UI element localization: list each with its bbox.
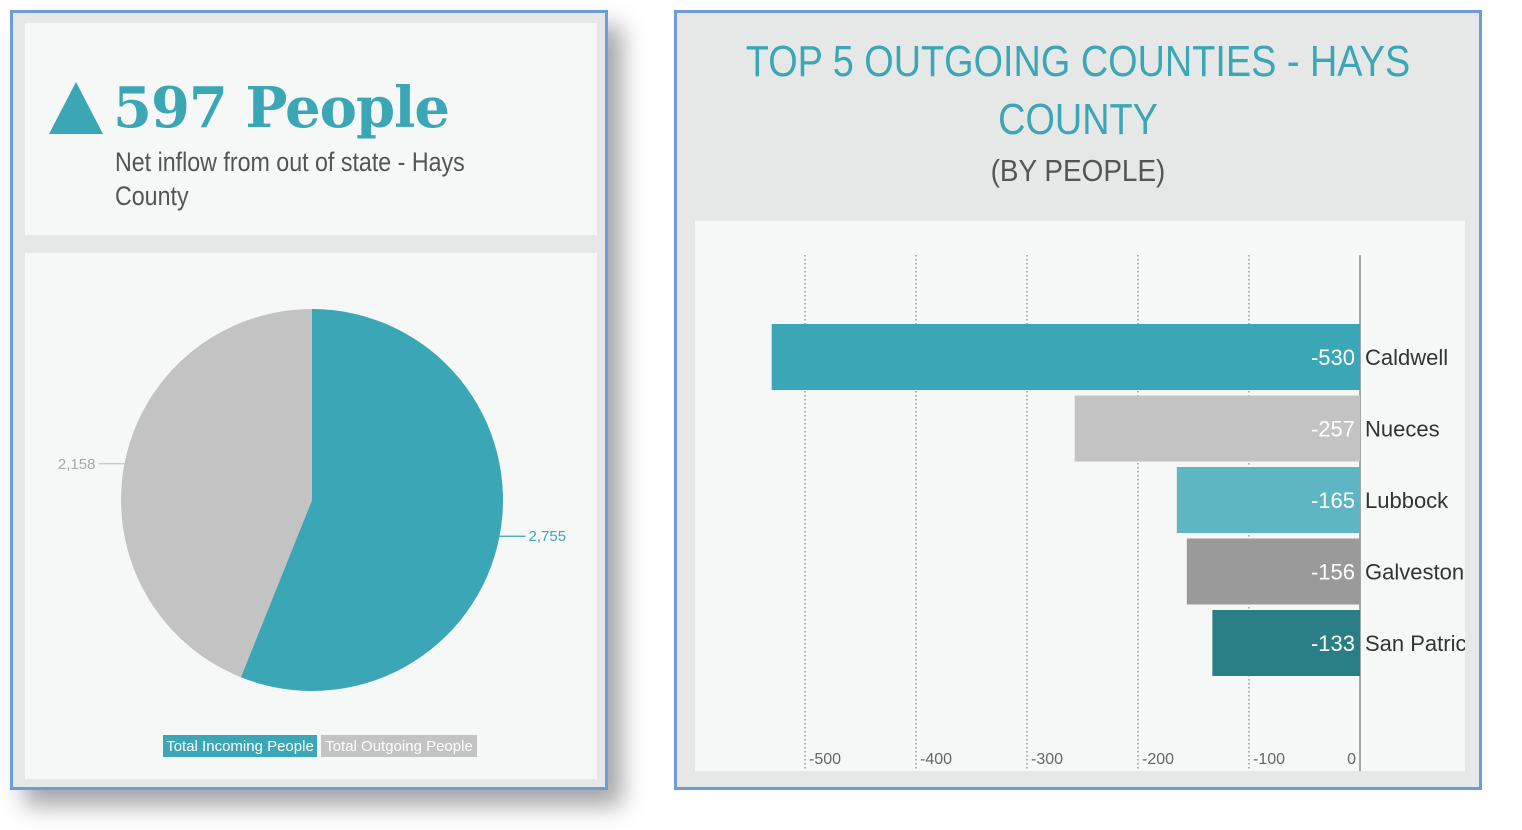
pie-slice-1 [120,309,312,678]
legend-label-0: Total Incoming People [166,738,314,755]
kpi-caption: Net inflow from out of state - Hays Coun… [115,147,465,211]
legend-swatch-0 [163,735,317,757]
tick-label-5: 0 [1347,751,1356,768]
category-label-0: Caldwell [1365,345,1448,370]
legend-swatch-1 [321,735,477,757]
tick-label-2: -300 [1031,751,1063,768]
bar-2 [1176,467,1360,533]
legend-label-1: Total Outgoing People [325,738,473,755]
category-label-3: Galveston [1365,560,1464,585]
pie-slice-0 [240,309,503,691]
pie-data-label-1: 2,158 [58,456,96,473]
bar-value-label-0: -530 [1311,345,1355,370]
kpi-card: 597 People Net inflow from out of state … [25,23,597,235]
pie-chart: 2,755 2,158 Total Incoming People Total Out… [58,309,567,757]
kpi-value-row: 597 People [47,73,450,143]
bar-value-label-2: -165 [1311,488,1355,513]
bar-4 [1212,610,1360,676]
bar-value-label-3: -156 [1311,560,1355,585]
bar-value-label-1: -257 [1311,417,1355,442]
bar-chart: -500 -400 -300 -200 -100 0 -530 Caldwell -257 Nue… [771,255,1484,771]
up-triangle-icon [49,82,103,134]
bar-value-label-4: -133 [1311,631,1355,656]
pie-card: 2,755 2,158 Total Incoming People Total Out… [25,253,597,779]
category-label-4: San Patricio [1365,631,1465,656]
chart-subtitle: (BY PEOPLE) [990,153,1166,188]
tick-label-0: -500 [809,751,841,768]
tick-label-4: -100 [1253,751,1285,768]
bar-card: -500 -400 -300 -200 -100 0 -530 Caldwell -257 Nue… [695,221,1484,771]
bar-3 [1186,538,1360,605]
category-label-1: Nueces [1365,417,1440,442]
category-label-2: Lubbock [1365,488,1449,513]
tick-label-3: -200 [1142,751,1174,768]
chart-title: TOP 5 OUTGOING COUNTIES - HAYS COUNTY [745,37,1411,144]
outgoing-panel: TOP 5 OUTGOING COUNTIES - HAYS COUNTY (B… [674,10,1484,790]
bar-1 [1074,395,1360,462]
pie-data-label-0: 2,755 [529,528,567,545]
tick-label-1: -400 [920,751,952,768]
kpi-value: 597 People [113,75,450,141]
bar-0 [771,324,1360,390]
inflow-panel: 597 People Net inflow from out of state … [10,10,608,790]
